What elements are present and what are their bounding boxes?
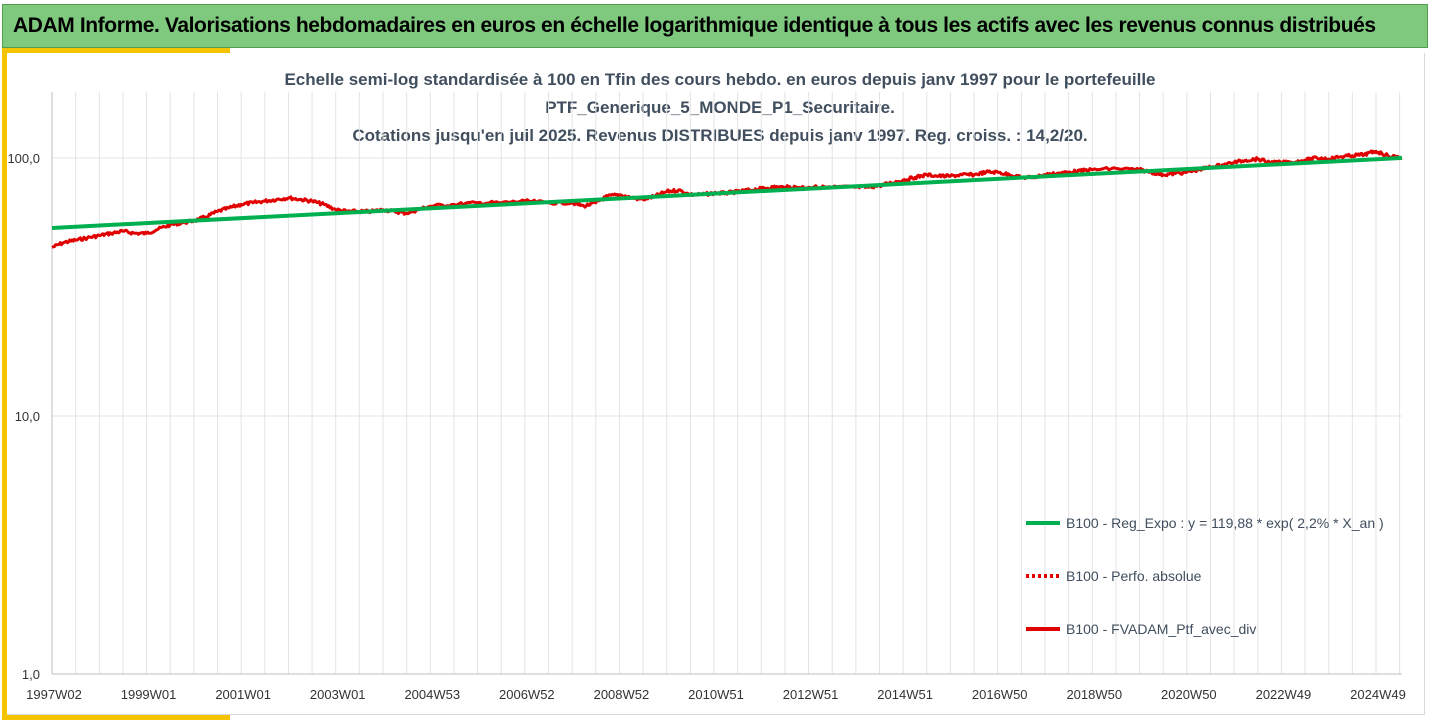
- x-tick-label: 2001W01: [215, 687, 271, 702]
- x-tick-label: 2024W49: [1350, 687, 1406, 702]
- series-line-fvadam-ptf: [51, 149, 1403, 249]
- x-tick-label: 2022W49: [1256, 687, 1312, 702]
- x-tick-label: 2004W53: [404, 687, 460, 702]
- legend-item-perfo-absolue-label: B100 - Perfo. absolue: [1066, 568, 1202, 584]
- accent-bar-left: [2, 48, 7, 720]
- chart-title-line-3: Cotations jusqu'en juil 2025. Revenus DI…: [352, 126, 1088, 145]
- legend-item-fvadam-ptf-label: B100 - FVADAM_Ptf_avec_div: [1066, 621, 1256, 637]
- x-tick-label: 2018W50: [1066, 687, 1122, 702]
- series-line-regression: [51, 155, 1403, 230]
- header-bar: ADAM Informe. Valorisations hebdomadaire…: [2, 4, 1428, 48]
- y-tick-label: 1,0: [22, 667, 40, 682]
- x-tick-label: 1999W01: [121, 687, 177, 702]
- x-tick-label: 2020W50: [1161, 687, 1217, 702]
- x-tick-label: 2008W52: [594, 687, 650, 702]
- x-tick-label: 2016W50: [972, 687, 1028, 702]
- x-tick-label: 2012W51: [783, 687, 839, 702]
- x-tick-label: 2006W52: [499, 687, 555, 702]
- accent-bar-top: [2, 48, 230, 53]
- chart-title-line-1: Echelle semi-log standardisée à 100 en T…: [284, 70, 1156, 89]
- y-tick-label: 100,0: [7, 151, 40, 166]
- x-tick-label: 1997W02: [26, 687, 82, 702]
- x-tick-label: 2014W51: [877, 687, 933, 702]
- x-tick-label: 2010W51: [688, 687, 744, 702]
- legend-item-regression-label: B100 - Reg_Expo : y = 119,88 * exp( 2,2%…: [1066, 515, 1384, 531]
- page-title: ADAM Informe. Valorisations hebdomadaire…: [13, 14, 1376, 37]
- chart-title-line-2: PTF_Generique_5_MONDE_P1_Securitaire.: [545, 98, 895, 117]
- x-tick-label: 2003W01: [310, 687, 366, 702]
- chart-frame: [7, 53, 1425, 715]
- y-tick-label: 10,0: [15, 409, 40, 424]
- accent-bar-bottom: [2, 715, 230, 720]
